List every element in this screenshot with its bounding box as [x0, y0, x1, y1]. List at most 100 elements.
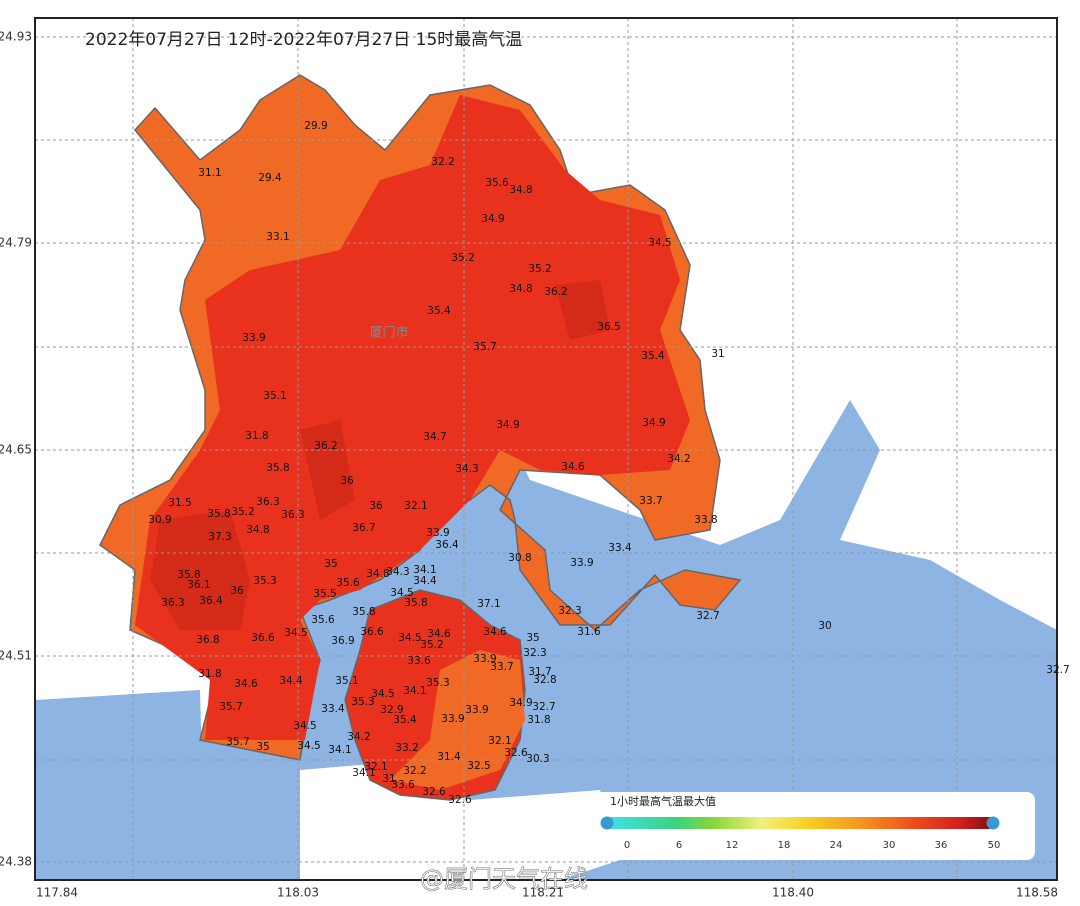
station-value: 33.6: [407, 655, 431, 667]
station-value: 31.8: [198, 668, 221, 680]
station-value: 31: [382, 773, 395, 785]
station-value: 34.5: [371, 688, 394, 700]
station-value: 34.9: [496, 419, 519, 431]
station-value: 34.5: [284, 627, 307, 639]
station-value: 34.7: [423, 431, 446, 443]
station-value: 32.1: [364, 761, 387, 773]
station-value: 36: [230, 585, 244, 597]
station-value: 32.1: [404, 500, 427, 512]
station-value: 36.3: [161, 597, 184, 609]
station-value: 35.4: [393, 714, 417, 726]
station-value: 34.4: [279, 675, 303, 687]
station-value: 32.9: [380, 704, 403, 716]
legend-tick-label: 12: [726, 840, 739, 851]
station-value: 30.8: [508, 552, 531, 564]
station-value: 34.2: [667, 453, 690, 465]
legend-tick-label: 24: [830, 840, 843, 851]
legend-tick-label: 0: [624, 840, 630, 851]
station-value: 32.1: [488, 735, 511, 747]
station-value: 36.1: [187, 579, 210, 591]
station-value: 36.2: [314, 440, 337, 452]
station-value: 34.6: [427, 628, 451, 640]
station-value: 31.7: [528, 666, 551, 678]
station-value: 31.4: [437, 751, 461, 763]
station-value: 34.8: [366, 568, 389, 580]
legend-tick-label: 50: [988, 840, 1001, 851]
station-value: 34.4: [413, 575, 437, 587]
station-value: 33.2: [395, 742, 418, 754]
station-value: 35.6: [336, 577, 360, 589]
station-value: 36.3: [256, 496, 279, 508]
station-value: 34.1: [413, 564, 436, 576]
station-value: 33.1: [266, 231, 289, 243]
station-value: 35.8: [404, 597, 427, 609]
station-value: 37.1: [477, 598, 500, 610]
station-value: 35.7: [473, 341, 496, 353]
station-value: 35: [256, 741, 269, 753]
station-value: 33.9: [465, 704, 488, 716]
station-value: 35.7: [219, 701, 242, 713]
station-value: 31.1: [198, 167, 221, 179]
station-value: 32.5: [467, 760, 490, 772]
station-value: 36: [369, 500, 383, 512]
lat-tick-label: 24.65: [0, 443, 32, 457]
station-value: 34.6: [483, 626, 507, 638]
station-value: 35.4: [641, 350, 665, 362]
station-value: 33.7: [490, 661, 513, 673]
station-value: 36.4: [199, 595, 223, 607]
station-value: 35.7: [226, 736, 249, 748]
station-value: 34.5: [398, 632, 421, 644]
legend-tick-label: 6: [676, 840, 682, 851]
station-value: 30.3: [526, 753, 549, 765]
station-value: 33.4: [608, 542, 632, 554]
station-value: 32.7: [696, 610, 719, 622]
legend-tick-label: 36: [935, 840, 948, 851]
station-value: 36.6: [251, 632, 275, 644]
station-value: 36.5: [597, 321, 620, 333]
station-value: 35.8: [177, 569, 200, 581]
station-value: 32.6: [448, 794, 472, 806]
station-value: 33.4: [321, 703, 345, 715]
legend-tick-label: 30: [883, 840, 896, 851]
station-value: 34.3: [455, 463, 478, 475]
station-value: 29.9: [304, 120, 327, 132]
station-value: 35.2: [451, 252, 474, 264]
station-value: 30.9: [148, 514, 171, 526]
station-value: 36.7: [352, 522, 375, 534]
colorbar: [607, 817, 993, 829]
station-value: 31.8: [245, 430, 268, 442]
station-value: 36.2: [544, 286, 567, 298]
station-value: 36: [340, 475, 354, 487]
lon-tick-label: 117.84: [36, 886, 78, 900]
station-value: 33.6: [391, 779, 415, 791]
lat-tick-label: 24.38: [0, 855, 32, 869]
station-value: 35.1: [335, 675, 358, 687]
watermark: @厦门天气在线: [420, 865, 588, 893]
station-value: 35.8: [266, 462, 289, 474]
station-value: 32.2: [403, 765, 426, 777]
station-value: 34.5: [297, 740, 320, 752]
hot-zone: [135, 95, 690, 740]
station-value: 35.1: [263, 390, 286, 402]
station-value: 34.9: [509, 697, 532, 709]
map-title: 2022年07月27日 12时-2022年07月27日 15时最高气温: [85, 30, 522, 50]
sea: [35, 400, 1057, 880]
station-value: 36.4: [435, 539, 459, 551]
lat-tick-label: 24.51: [0, 649, 32, 663]
station-value: 34.2: [347, 731, 370, 743]
station-value: 35.5: [313, 588, 336, 600]
station-value: 33.9: [441, 713, 464, 725]
station-value: 33.7: [639, 495, 662, 507]
station-value: 31.5: [168, 497, 191, 509]
station-value: 35.2: [231, 506, 254, 518]
station-value: 32.6: [422, 786, 446, 798]
lon-tick-label: 118.58: [1016, 886, 1058, 900]
station-value: 34.8: [509, 283, 532, 295]
station-value: 31: [711, 348, 724, 360]
station-value: 32.6: [504, 747, 528, 759]
lon-tick-label: 118.40: [772, 886, 814, 900]
station-value: 36.6: [360, 626, 384, 638]
station-value: 32.8: [533, 674, 556, 686]
